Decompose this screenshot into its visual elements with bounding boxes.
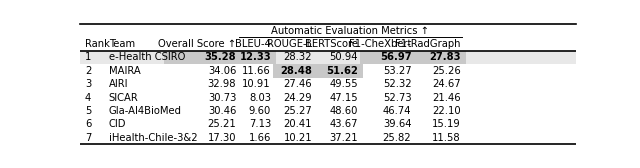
Bar — [359, 51, 415, 64]
Text: 10.91: 10.91 — [243, 79, 271, 89]
Text: 30.46: 30.46 — [208, 106, 236, 116]
Text: 1.66: 1.66 — [248, 133, 271, 143]
Text: 51.62: 51.62 — [326, 66, 358, 76]
Text: 17.30: 17.30 — [208, 133, 236, 143]
Text: 25.27: 25.27 — [284, 106, 312, 116]
Text: 7: 7 — [85, 133, 92, 143]
Text: 20.41: 20.41 — [284, 119, 312, 129]
Text: 49.55: 49.55 — [329, 79, 358, 89]
Text: Team: Team — [109, 39, 135, 49]
Text: SICAR: SICAR — [109, 93, 138, 102]
Text: 34.06: 34.06 — [208, 66, 236, 76]
Text: 27.46: 27.46 — [284, 79, 312, 89]
Bar — [236, 51, 276, 64]
Text: 37.21: 37.21 — [329, 133, 358, 143]
Text: 53.27: 53.27 — [383, 66, 412, 76]
Text: 25.21: 25.21 — [207, 119, 236, 129]
Bar — [412, 51, 465, 64]
Text: 52.32: 52.32 — [383, 79, 412, 89]
Text: 15.19: 15.19 — [432, 119, 461, 129]
Text: Overall Score ↑: Overall Score ↑ — [158, 39, 236, 49]
Text: 48.60: 48.60 — [330, 106, 358, 116]
Text: 4: 4 — [85, 93, 92, 102]
Text: e-Health CSIRO: e-Health CSIRO — [109, 52, 185, 62]
Text: 56.97: 56.97 — [380, 52, 412, 62]
Text: 28.48: 28.48 — [280, 66, 312, 76]
Text: 7.13: 7.13 — [249, 119, 271, 129]
Text: 39.64: 39.64 — [383, 119, 412, 129]
Bar — [80, 51, 576, 64]
Text: 2: 2 — [85, 66, 92, 76]
Bar — [163, 51, 240, 64]
Text: F1-RadGraph: F1-RadGraph — [396, 39, 461, 49]
Text: AIRI: AIRI — [109, 79, 128, 89]
Bar — [273, 64, 317, 77]
Text: 24.29: 24.29 — [284, 93, 312, 102]
Text: F1-CheXbert: F1-CheXbert — [349, 39, 412, 49]
Bar — [360, 51, 416, 64]
Text: CID: CID — [109, 119, 126, 129]
Text: 8.03: 8.03 — [249, 93, 271, 102]
Text: MAIRA: MAIRA — [109, 66, 141, 76]
Text: 52.73: 52.73 — [383, 93, 412, 102]
Text: 22.10: 22.10 — [432, 106, 461, 116]
Text: 27.83: 27.83 — [429, 52, 461, 62]
Text: 35.28: 35.28 — [205, 52, 236, 62]
Text: Automatic Evaluation Metrics ↑: Automatic Evaluation Metrics ↑ — [271, 26, 429, 36]
Text: 28.32: 28.32 — [284, 52, 312, 62]
Text: 25.82: 25.82 — [383, 133, 412, 143]
Text: 21.46: 21.46 — [432, 93, 461, 102]
Text: 10.21: 10.21 — [284, 133, 312, 143]
Bar — [414, 51, 466, 64]
Text: 46.74: 46.74 — [383, 106, 412, 116]
Bar — [164, 51, 241, 64]
Text: 12.33: 12.33 — [239, 52, 271, 62]
Text: 47.15: 47.15 — [329, 93, 358, 102]
Text: 25.26: 25.26 — [432, 66, 461, 76]
Text: 30.73: 30.73 — [208, 93, 236, 102]
Text: 11.66: 11.66 — [242, 66, 271, 76]
Text: 9.60: 9.60 — [249, 106, 271, 116]
Text: BERTScore: BERTScore — [305, 39, 358, 49]
Text: ROUGE-L: ROUGE-L — [267, 39, 312, 49]
Bar — [235, 51, 275, 64]
Text: 3: 3 — [85, 79, 92, 89]
Text: 11.58: 11.58 — [432, 133, 461, 143]
Text: 24.67: 24.67 — [432, 79, 461, 89]
Text: 50.94: 50.94 — [329, 52, 358, 62]
Text: 6: 6 — [85, 119, 92, 129]
Text: Rank: Rank — [85, 39, 110, 49]
Text: BLEU-4: BLEU-4 — [235, 39, 271, 49]
Text: 1: 1 — [85, 52, 92, 62]
Text: 32.98: 32.98 — [208, 79, 236, 89]
Bar — [313, 64, 363, 77]
Text: iHealth-Chile-3&2: iHealth-Chile-3&2 — [109, 133, 197, 143]
Text: 43.67: 43.67 — [329, 119, 358, 129]
Text: Gla-AI4BioMed: Gla-AI4BioMed — [109, 106, 182, 116]
Text: 5: 5 — [85, 106, 92, 116]
